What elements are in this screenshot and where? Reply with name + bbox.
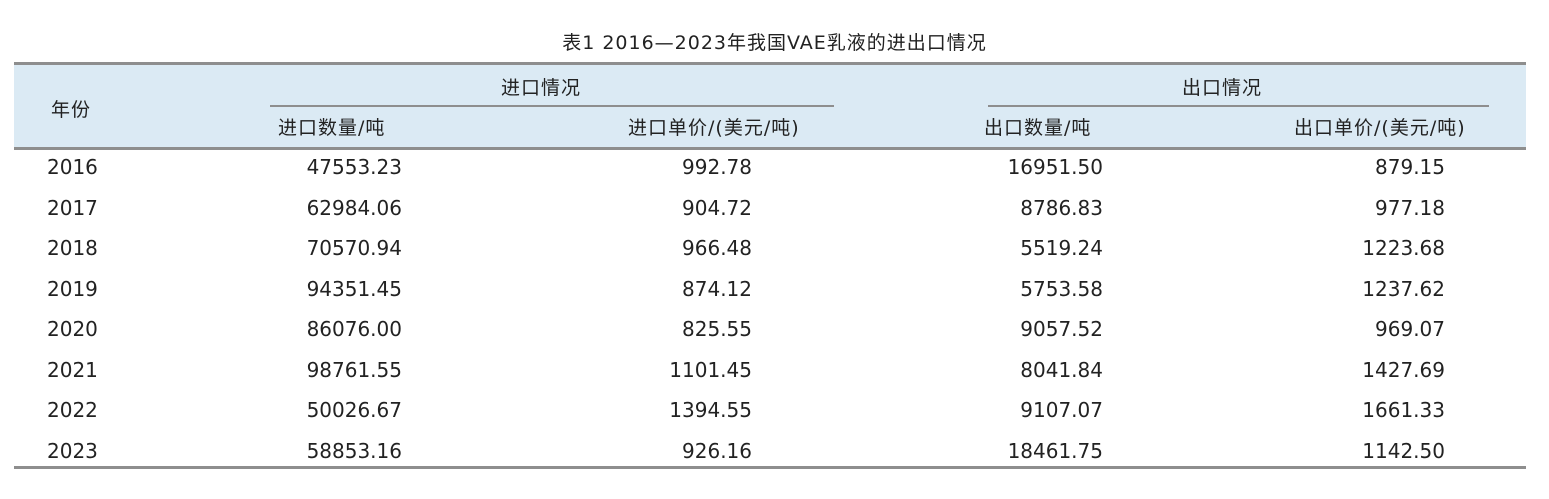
- cell-export-price: 969.07: [1375, 317, 1445, 341]
- cell-export-qty: 16951.50: [1007, 155, 1103, 179]
- table-row: 2016 47553.23 992.78 16951.50 879.15: [14, 147, 1526, 188]
- cell-import-qty: 58853.16: [306, 438, 402, 463]
- cell-export-price: 1237.62: [1362, 276, 1445, 301]
- table-row: 2022 50026.67 1394.55 9107.07 1661.33: [14, 390, 1526, 431]
- cell-year: 2023: [47, 438, 98, 463]
- cell-import-price: 1101.45: [669, 357, 752, 382]
- header-import-group: 进口情况: [501, 77, 582, 99]
- cell-year: 2020: [47, 317, 98, 341]
- cell-import-qty: 98761.55: [306, 357, 402, 382]
- cell-import-qty: 50026.67: [306, 398, 402, 422]
- import-group-rule: [270, 105, 834, 107]
- cell-year: 2019: [47, 276, 98, 301]
- table-bottom-rule: [14, 466, 1526, 469]
- cell-export-qty: 5753.58: [1020, 276, 1103, 301]
- header-import-qty: 进口数量/吨: [278, 117, 386, 139]
- cell-export-qty: 9107.07: [1020, 398, 1103, 422]
- cell-year: 2016: [47, 155, 98, 179]
- cell-export-price: 1223.68: [1362, 236, 1445, 260]
- header-export-price: 出口单价/(美元/吨): [1294, 117, 1466, 139]
- cell-import-qty: 94351.45: [306, 276, 402, 301]
- cell-import-qty: 62984.06: [306, 195, 402, 220]
- cell-import-price: 904.72: [682, 195, 752, 220]
- export-group-rule: [988, 105, 1489, 107]
- table-row: 2023 58853.16 926.16 18461.75 1142.50: [14, 431, 1526, 472]
- cell-import-price: 825.55: [682, 317, 752, 341]
- cell-export-qty: 5519.24: [1020, 236, 1103, 260]
- cell-export-qty: 18461.75: [1007, 438, 1103, 463]
- table-row: 2018 70570.94 966.48 5519.24 1223.68: [14, 228, 1526, 269]
- cell-import-qty: 47553.23: [306, 155, 402, 179]
- cell-year: 2017: [47, 195, 98, 220]
- table-row: 2020 86076.00 825.55 9057.52 969.07: [14, 309, 1526, 350]
- cell-year: 2022: [47, 398, 98, 422]
- table-row: 2019 94351.45 874.12 5753.58 1237.62: [14, 269, 1526, 310]
- cell-import-price: 992.78: [682, 155, 752, 179]
- table-header: 年份 进口情况 出口情况 进口数量/吨 进口单价/(美元/吨) 出口数量/吨 出…: [14, 62, 1526, 150]
- table-row: 2021 98761.55 1101.45 8041.84 1427.69: [14, 350, 1526, 391]
- header-export-qty: 出口数量/吨: [984, 117, 1092, 139]
- cell-export-price: 1427.69: [1362, 357, 1445, 382]
- cell-import-price: 1394.55: [669, 398, 752, 422]
- cell-export-price: 977.18: [1375, 195, 1445, 220]
- cell-export-qty: 8041.84: [1020, 357, 1103, 382]
- header-year: 年份: [51, 99, 92, 121]
- cell-year: 2018: [47, 236, 98, 260]
- header-export-group: 出口情况: [1182, 77, 1263, 99]
- cell-import-qty: 70570.94: [306, 236, 402, 260]
- cell-import-price: 926.16: [682, 438, 752, 463]
- table-body: 2016 47553.23 992.78 16951.50 879.15 201…: [14, 147, 1526, 471]
- cell-export-qty: 9057.52: [1020, 317, 1103, 341]
- cell-export-qty: 8786.83: [1020, 195, 1103, 220]
- table-row: 2017 62984.06 904.72 8786.83 977.18: [14, 188, 1526, 229]
- cell-import-price: 966.48: [682, 236, 752, 260]
- cell-export-price: 1661.33: [1362, 398, 1445, 422]
- cell-year: 2021: [47, 357, 98, 382]
- table-title: 表1 2016—2023年我国VAE乳液的进出口情况: [562, 32, 987, 54]
- header-import-price: 进口单价/(美元/吨): [628, 117, 800, 139]
- cell-import-price: 874.12: [682, 276, 752, 301]
- cell-import-qty: 86076.00: [306, 317, 402, 341]
- cell-export-price: 1142.50: [1362, 438, 1445, 463]
- cell-export-price: 879.15: [1375, 155, 1445, 179]
